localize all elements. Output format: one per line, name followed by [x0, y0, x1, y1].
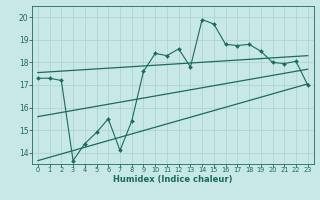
X-axis label: Humidex (Indice chaleur): Humidex (Indice chaleur) [113, 175, 233, 184]
